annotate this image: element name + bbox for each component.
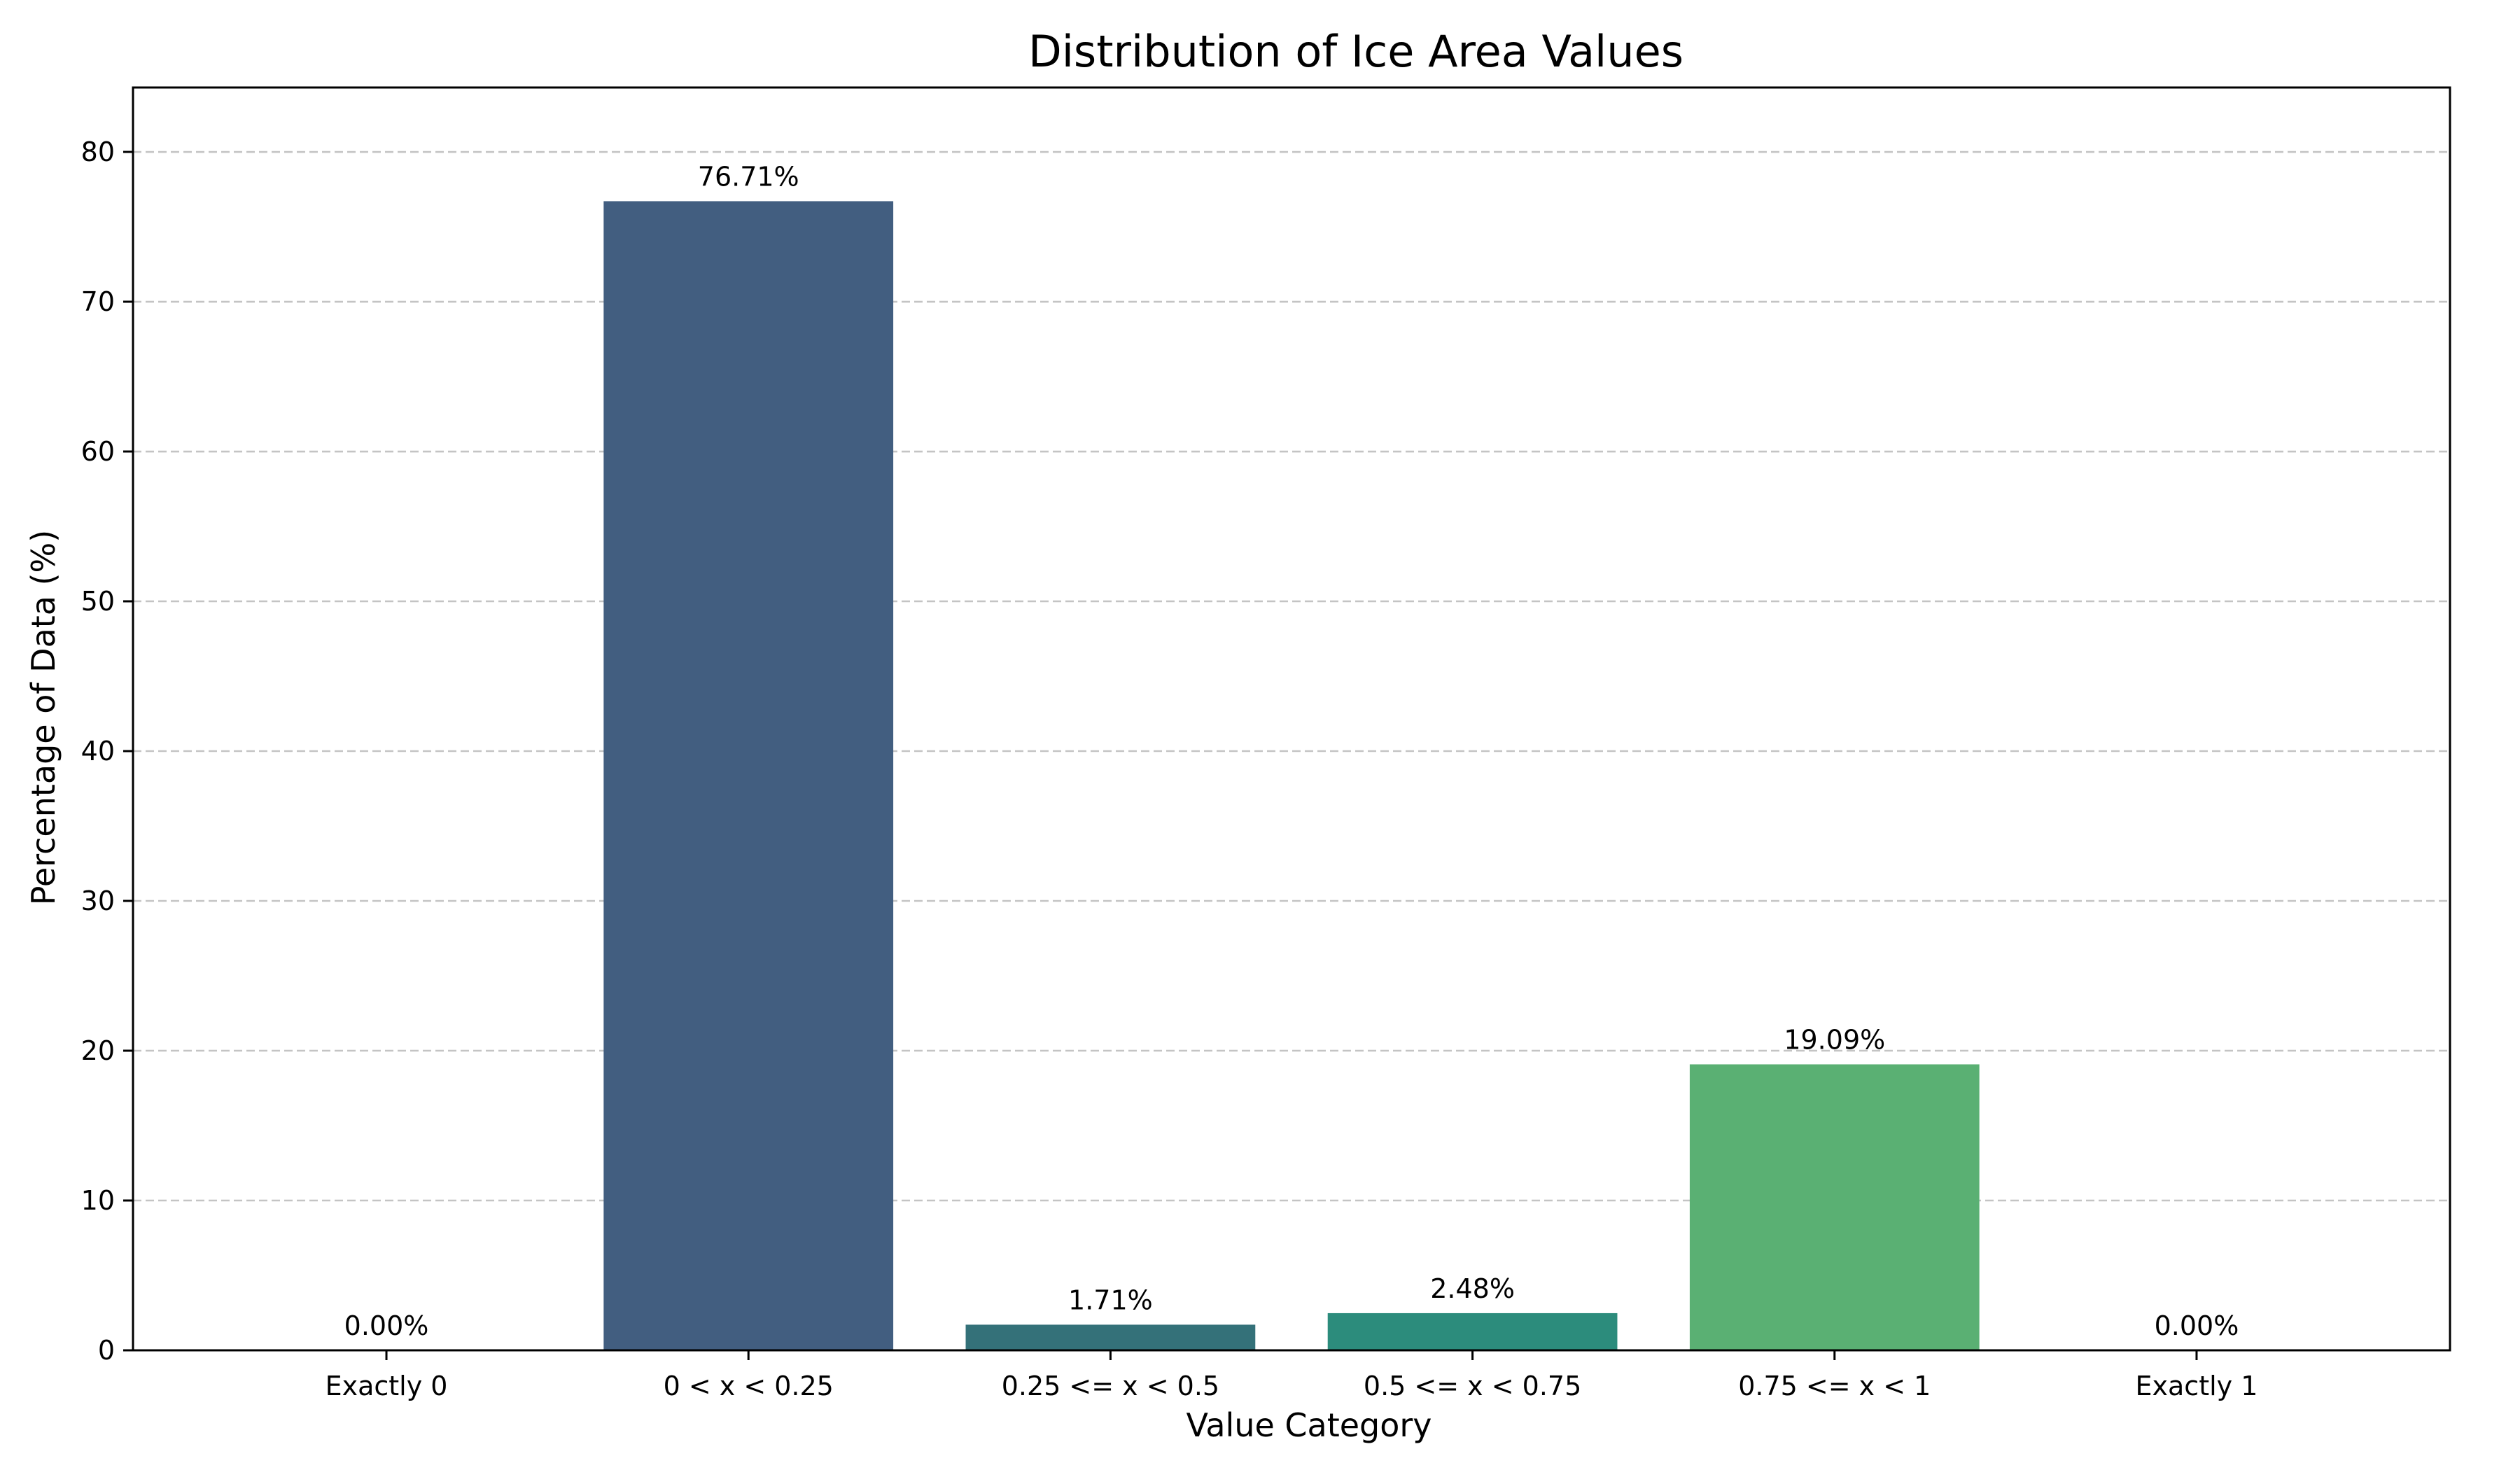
- y-tick-label-50: 50: [81, 586, 115, 617]
- y-tick-label-70: 70: [81, 286, 115, 317]
- x-tick-label-2: 0.25 <= x < 0.5: [1002, 1371, 1219, 1401]
- bar-3: [1327, 1312, 1618, 1350]
- data-labels: 0.00% 76.71% 1.71% 2.48% 19.09% 0.00%: [344, 161, 2239, 1341]
- data-label-5: 0.00%: [2155, 1310, 2239, 1341]
- y-tick-label-30: 30: [81, 886, 115, 916]
- y-tick-label-60: 60: [81, 436, 115, 467]
- y-axis: 0 10 20 30 40 50 60 70 80: [81, 136, 133, 1366]
- y-tick-label-40: 40: [81, 736, 115, 766]
- x-axis-label: Value Category: [1186, 1406, 1432, 1444]
- y-axis-label: Percentage of Data (%): [24, 530, 62, 905]
- data-label-3: 2.48%: [1430, 1273, 1515, 1304]
- y-tick-label-20: 20: [81, 1035, 115, 1066]
- x-tick-label-3: 0.5 <= x < 0.75: [1364, 1371, 1581, 1401]
- plot-frame: [132, 86, 2451, 1352]
- y-tick-label-80: 80: [81, 136, 115, 167]
- chart-title: Distribution of Ice Area Values: [1028, 26, 1684, 77]
- x-axis: Exactly 0 0 < x < 0.25 0.25 <= x < 0.5 0.5 …: [326, 1350, 2258, 1401]
- data-label-2: 1.71%: [1068, 1284, 1153, 1315]
- x-tick-label-1: 0 < x < 0.25: [664, 1371, 834, 1401]
- bar-1: [603, 201, 894, 1350]
- x-tick-label-5: Exactly 1: [2136, 1371, 2258, 1401]
- data-label-0: 0.00%: [344, 1310, 429, 1341]
- x-tick-label-4: 0.75 <= x < 1: [1738, 1371, 1931, 1401]
- y-tick-label-0: 0: [98, 1335, 115, 1366]
- data-label-4: 19.09%: [1784, 1024, 1885, 1055]
- y-tick-label-10: 10: [81, 1185, 115, 1216]
- x-tick-label-0: Exactly 0: [326, 1371, 448, 1401]
- data-label-1: 76.71%: [698, 161, 799, 192]
- gridlines: [133, 150, 2450, 1202]
- bar-2: [965, 1324, 1256, 1350]
- bars: [603, 201, 1980, 1350]
- bar-4: [1689, 1064, 1980, 1350]
